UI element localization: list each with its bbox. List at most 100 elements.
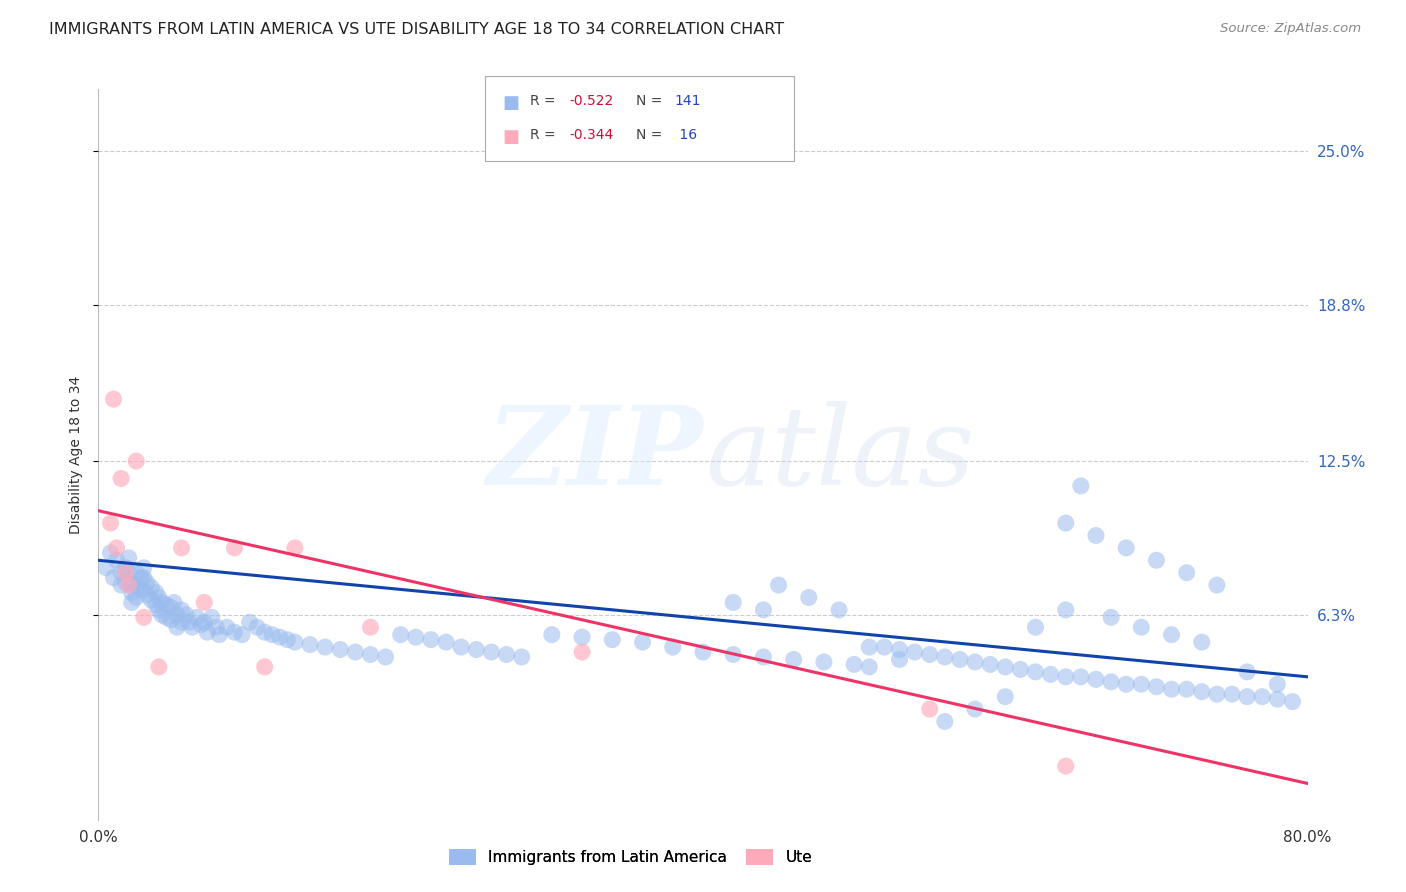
Point [1175,682,1198,697]
Point [129,571,152,585]
Point [1039,667,1062,681]
Point [215,620,238,634]
Point [1206,578,1229,592]
Point [495,648,517,662]
Point [979,657,1001,672]
Point [201,610,224,624]
Point [132,610,155,624]
Text: R =: R = [530,128,560,142]
Point [1220,687,1243,701]
Point [1236,690,1258,704]
Point [1024,620,1046,634]
Point [118,578,141,592]
Point [110,471,132,485]
Point [602,632,624,647]
Point [121,578,143,592]
Text: Source: ZipAtlas.com: Source: ZipAtlas.com [1220,22,1361,36]
Point [1115,677,1137,691]
Point [114,575,136,590]
Point [148,591,170,605]
Point [1267,677,1289,691]
Point [571,645,593,659]
Point [405,630,427,644]
Point [224,625,246,640]
Point [510,650,533,665]
Point [360,620,382,634]
Point [231,628,253,642]
Point [179,615,201,630]
Text: N =: N = [636,94,666,108]
Point [1144,553,1167,567]
Point [858,640,880,654]
Point [844,657,866,672]
Point [269,630,291,644]
Point [1054,603,1077,617]
Point [105,553,128,567]
Point [246,620,269,634]
Point [918,648,941,662]
Point [193,615,215,630]
Point [1130,620,1153,634]
Point [132,560,155,574]
Point [1160,682,1182,697]
Point [186,610,208,624]
Point [160,613,183,627]
Point [949,652,972,666]
Text: ■: ■ [502,94,519,112]
Point [873,640,896,654]
Point [661,640,683,654]
Point [110,578,132,592]
Point [155,598,177,612]
Point [132,571,155,585]
Point [174,607,197,622]
Point [889,642,911,657]
Point [1070,479,1092,493]
Point [262,628,284,642]
Point [329,642,352,657]
Point [389,628,412,642]
Point [1191,684,1213,698]
Point [103,392,125,406]
Point [100,516,122,530]
Point [314,640,336,654]
Point [434,635,457,649]
Point [1130,677,1153,691]
Point [813,655,835,669]
Point [1054,759,1077,773]
Point [752,603,775,617]
Point [481,645,503,659]
Point [994,660,1017,674]
Point [284,541,307,555]
Point [195,625,218,640]
Point [160,600,183,615]
Point [631,635,654,649]
Point [858,660,880,674]
Point [155,610,177,624]
Point [692,645,714,659]
Point [166,607,188,622]
Point [141,581,163,595]
Point [208,628,231,642]
Point [934,650,956,665]
Point [994,690,1017,704]
Point [1206,687,1229,701]
Point [1010,662,1032,676]
Point [420,632,443,647]
Point [904,645,927,659]
Text: R =: R = [530,94,560,108]
Point [1267,692,1289,706]
Text: IMMIGRANTS FROM LATIN AMERICA VS UTE DISABILITY AGE 18 TO 34 CORRELATION CHART: IMMIGRANTS FROM LATIN AMERICA VS UTE DIS… [49,22,785,37]
Point [166,620,188,634]
Point [170,541,193,555]
Text: -0.344: -0.344 [569,128,613,142]
Point [129,582,152,597]
Text: ■: ■ [502,128,519,145]
Text: -0.522: -0.522 [569,94,613,108]
Point [934,714,956,729]
Point [1085,528,1108,542]
Point [125,566,148,580]
Y-axis label: Disability Age 18 to 34: Disability Age 18 to 34 [69,376,83,534]
Point [148,660,170,674]
Point [1281,695,1303,709]
Point [145,598,167,612]
